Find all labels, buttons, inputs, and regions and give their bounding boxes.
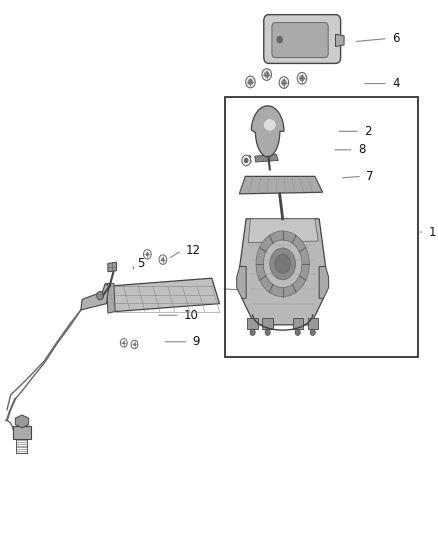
Bar <box>307 318 318 329</box>
Polygon shape <box>319 266 328 298</box>
Circle shape <box>297 72 307 84</box>
Polygon shape <box>336 34 344 46</box>
Polygon shape <box>15 415 29 427</box>
Polygon shape <box>237 266 246 298</box>
Circle shape <box>120 338 127 347</box>
Bar <box>262 318 273 329</box>
FancyBboxPatch shape <box>272 22 328 58</box>
Circle shape <box>123 341 125 344</box>
Circle shape <box>263 240 302 288</box>
Bar <box>247 318 258 329</box>
Text: 3: 3 <box>244 154 251 167</box>
Circle shape <box>248 79 253 85</box>
Text: 2: 2 <box>364 125 372 138</box>
Circle shape <box>131 340 138 349</box>
Bar <box>225 97 418 357</box>
Circle shape <box>310 329 315 335</box>
Circle shape <box>133 343 136 346</box>
Text: 5: 5 <box>137 257 144 270</box>
Circle shape <box>277 36 282 43</box>
Circle shape <box>246 76 255 88</box>
Text: 8: 8 <box>358 143 365 156</box>
Circle shape <box>262 69 272 80</box>
Polygon shape <box>81 284 109 310</box>
Polygon shape <box>239 176 323 194</box>
Text: 11: 11 <box>253 284 268 297</box>
Polygon shape <box>108 262 117 272</box>
Circle shape <box>279 77 289 88</box>
FancyBboxPatch shape <box>264 14 341 63</box>
Polygon shape <box>248 219 318 243</box>
Text: 10: 10 <box>184 309 199 322</box>
Circle shape <box>256 231 309 297</box>
Circle shape <box>242 155 251 166</box>
Polygon shape <box>106 284 115 313</box>
Text: 4: 4 <box>392 77 399 90</box>
Circle shape <box>146 252 149 256</box>
Circle shape <box>265 72 269 77</box>
Bar <box>293 318 303 329</box>
Text: 9: 9 <box>192 335 200 348</box>
Circle shape <box>161 257 165 262</box>
Text: 7: 7 <box>367 170 374 183</box>
Ellipse shape <box>264 119 276 131</box>
Circle shape <box>282 80 286 85</box>
Text: 6: 6 <box>392 32 399 45</box>
Circle shape <box>97 292 104 300</box>
Polygon shape <box>109 278 219 312</box>
Text: 12: 12 <box>186 244 201 257</box>
Circle shape <box>295 329 300 335</box>
Circle shape <box>144 249 151 259</box>
Circle shape <box>244 158 248 163</box>
Circle shape <box>250 329 255 335</box>
Polygon shape <box>255 154 279 162</box>
Circle shape <box>275 254 290 273</box>
Polygon shape <box>251 106 284 157</box>
Circle shape <box>159 255 167 264</box>
Circle shape <box>300 76 304 81</box>
Polygon shape <box>240 219 325 325</box>
Text: 1: 1 <box>429 225 436 239</box>
Circle shape <box>265 329 270 335</box>
Polygon shape <box>14 425 31 439</box>
Circle shape <box>270 248 296 280</box>
